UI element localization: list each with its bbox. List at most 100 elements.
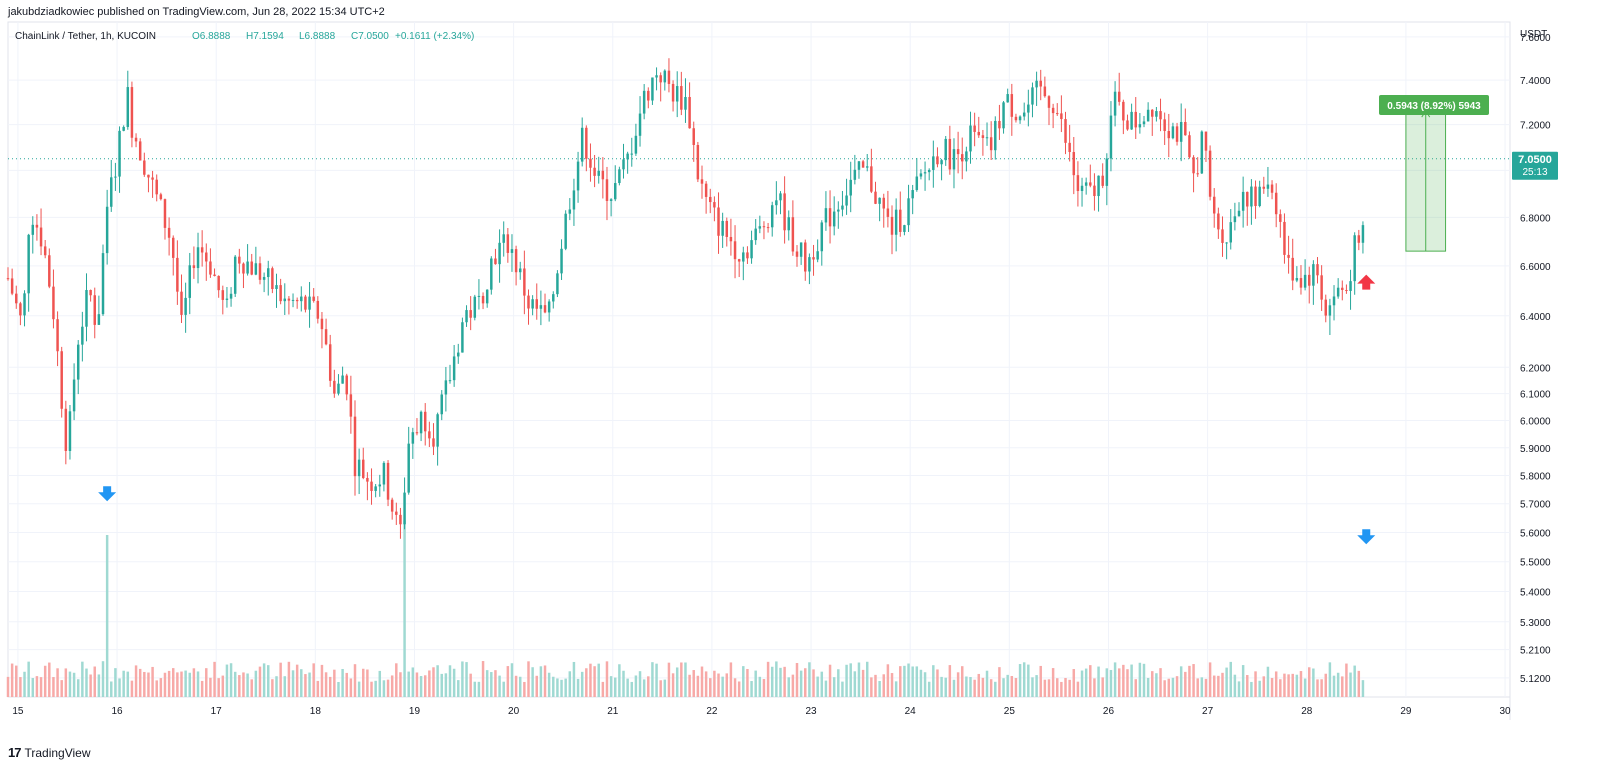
volume-bar xyxy=(1179,666,1183,697)
price-tick-label: 7.2000 xyxy=(1520,121,1551,132)
candle-body xyxy=(271,268,274,290)
candle-body xyxy=(1171,126,1175,139)
candle-body xyxy=(1353,235,1356,282)
candle-body xyxy=(423,411,427,432)
volume-bar xyxy=(167,670,171,697)
candle-body xyxy=(31,224,35,235)
candle-body xyxy=(1345,289,1348,291)
volume-bar xyxy=(217,678,220,697)
candle-body xyxy=(903,225,906,232)
volume-bar xyxy=(56,668,59,697)
volume-bar xyxy=(1336,672,1340,697)
candle-body xyxy=(64,408,68,451)
candle-body xyxy=(932,156,935,170)
annotations xyxy=(98,274,1376,545)
candle-body xyxy=(779,193,782,201)
volume-bar xyxy=(1184,671,1187,697)
volume-bar xyxy=(23,671,26,697)
candle-body xyxy=(1084,182,1088,186)
tradingview-brand: TradingView xyxy=(24,745,91,760)
volume-bar xyxy=(1155,673,1158,697)
candle-body xyxy=(345,375,348,395)
volume-bar xyxy=(832,677,836,697)
symbol-name[interactable]: ChainLink / Tether, 1h, KUCOIN xyxy=(15,31,156,42)
candle-body xyxy=(1138,124,1142,128)
volume-bar xyxy=(510,663,514,697)
volume-bar xyxy=(200,680,204,697)
volume-bar xyxy=(498,675,501,697)
candle-body xyxy=(1130,111,1133,130)
candle-body xyxy=(547,301,551,313)
volume-bar xyxy=(246,673,249,697)
volume-bar xyxy=(1217,675,1220,697)
volume-bar xyxy=(580,671,584,697)
candle-body xyxy=(1262,186,1266,189)
volume-bar xyxy=(254,670,258,697)
price-tick-label: 6.2000 xyxy=(1520,363,1551,374)
volume-bar xyxy=(250,679,253,697)
volume-bar xyxy=(618,664,621,697)
candle-body xyxy=(1320,275,1323,300)
volume-bar xyxy=(287,661,291,697)
candle-body xyxy=(481,295,485,304)
volume-bar xyxy=(775,661,778,697)
volume-bar xyxy=(927,681,931,697)
volume-bar xyxy=(1163,680,1166,697)
candle-body xyxy=(316,300,320,319)
volume-bar xyxy=(1188,665,1191,697)
time-axis[interactable]: 15 16 17 18 19 20 21 22 23 24 25 26 27 28 29 30 xyxy=(12,706,1511,717)
volume-bar xyxy=(337,681,340,697)
candle-body xyxy=(585,127,588,159)
candle-body xyxy=(622,159,625,170)
volume-bar xyxy=(1287,674,1290,697)
volume-bar xyxy=(1270,677,1274,697)
volume-bar xyxy=(461,661,464,697)
candle-body xyxy=(494,258,497,265)
candle-body xyxy=(1324,299,1328,316)
volume-bar xyxy=(737,681,741,697)
volume-bar xyxy=(196,671,200,697)
volume-bar xyxy=(163,672,167,697)
volume-bar xyxy=(1320,679,1323,697)
candle-body xyxy=(1336,287,1340,297)
last-price-marker: 7.0500 25:13 xyxy=(1512,151,1558,180)
candle-body xyxy=(721,220,724,236)
candle-body xyxy=(1027,104,1030,113)
volume-bar xyxy=(60,680,63,697)
candle-body xyxy=(1328,305,1332,316)
volume-bar xyxy=(52,677,55,697)
tradingview-footer[interactable]: 17 TradingView xyxy=(8,745,91,760)
price-axis[interactable]: USDT 7.60007.40007.20007.00006.80006.600… xyxy=(1520,29,1551,685)
candle-body xyxy=(19,303,22,316)
candle-body xyxy=(48,255,51,287)
candle-body xyxy=(580,127,584,162)
candle-body xyxy=(428,431,431,439)
candle-body xyxy=(593,167,596,176)
candle-body xyxy=(68,411,72,451)
volume-bar xyxy=(1316,679,1319,697)
volume-bar xyxy=(1142,663,1146,697)
price-range-measure[interactable]: 0.5943 (8.92%) 5943 xyxy=(1379,95,1489,252)
candle-body xyxy=(1072,152,1076,176)
symbol-info-line[interactable]: ChainLink / Tether, 1h, KUCOIN O6.8888 H… xyxy=(15,31,474,42)
candle-body xyxy=(43,246,47,256)
volume-bar xyxy=(651,662,654,697)
time-tick-label: 19 xyxy=(409,706,421,717)
candle-body xyxy=(1060,113,1063,120)
volume-bar xyxy=(345,672,348,697)
candle-body xyxy=(605,179,609,201)
price-tick-label: 6.6000 xyxy=(1520,262,1551,273)
volume-bar xyxy=(353,664,357,697)
volume-bar xyxy=(209,677,212,697)
candle-body xyxy=(878,197,881,204)
candle-body xyxy=(845,195,848,206)
time-tick-label: 28 xyxy=(1301,706,1313,717)
candle-body xyxy=(440,394,443,415)
volume-bar xyxy=(1233,674,1237,697)
candle-body xyxy=(163,199,167,228)
candle-body xyxy=(1184,121,1187,136)
volume-bar xyxy=(114,668,117,697)
candle-body xyxy=(1089,182,1092,186)
volume-bar xyxy=(366,669,369,697)
